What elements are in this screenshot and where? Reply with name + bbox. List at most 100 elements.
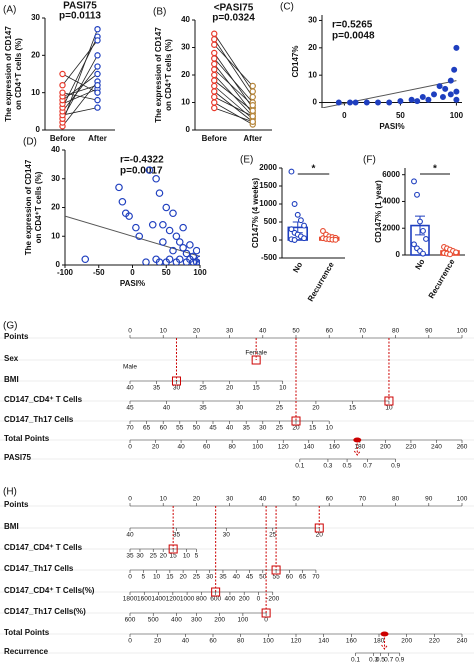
point — [453, 44, 460, 51]
scale-tick-label: 50 — [292, 328, 300, 335]
point — [297, 217, 304, 224]
scale-tick-label: 25 — [193, 574, 201, 581]
panel-label: (H) — [3, 487, 17, 498]
y-tick-label: 2000 — [382, 223, 400, 232]
point — [425, 96, 432, 103]
scale-tick-label: 0 — [257, 596, 261, 603]
scale-tick-label: 220 — [429, 638, 440, 645]
scale-tick-label: 500 — [148, 617, 159, 624]
scale-tick-label: 50 — [292, 496, 300, 503]
scale-tick-label: 40 — [182, 638, 190, 645]
row-label: BMI — [4, 522, 19, 531]
y-tick-label: 10 — [181, 98, 190, 107]
scale-tick-label: 60 — [209, 638, 217, 645]
scale-tick-label: 20 — [292, 425, 300, 432]
scale-tick-label: 400 — [225, 596, 236, 603]
point — [94, 96, 101, 104]
point — [179, 223, 187, 232]
point — [442, 85, 449, 92]
scale-tick-label: 35 — [243, 425, 251, 432]
pair-line — [62, 73, 98, 101]
pair-line — [62, 40, 98, 86]
point — [196, 255, 200, 264]
row-label: Total Points — [4, 434, 50, 443]
pair-line — [213, 39, 254, 98]
point — [453, 88, 460, 95]
scale-tick-label: 0.5 — [376, 657, 385, 664]
selection-marker — [384, 396, 394, 406]
scale-tick-label: 220 — [405, 444, 416, 451]
scale-tick-label: 1000 — [180, 596, 195, 603]
point — [94, 89, 101, 96]
panel-label: (B) — [153, 7, 166, 18]
point — [211, 71, 218, 79]
scale-tick-label: 5 — [195, 553, 199, 560]
point — [211, 77, 218, 84]
scale-tick-label: 45 — [126, 405, 134, 412]
scale-tick-label: 25 — [276, 405, 284, 412]
annotation: r=0.5265 — [332, 20, 373, 31]
x-tick-label: -100 — [57, 268, 74, 277]
row-label: CD147_Th17 Cells(%) — [4, 607, 86, 616]
point — [211, 55, 218, 62]
y-tick-label: 500 — [264, 217, 278, 226]
scale-tick-label: 50 — [193, 425, 201, 432]
point — [145, 166, 154, 174]
selection-marker — [271, 565, 281, 575]
y-axis-label: The expression of CD147 — [4, 26, 13, 122]
scale-tick-label: 35 — [219, 574, 227, 581]
scale-tick-label: 200 — [380, 444, 391, 451]
point — [94, 37, 101, 44]
point — [320, 228, 326, 234]
point — [291, 201, 298, 207]
pair-line — [213, 85, 254, 120]
x-tick-label: Recurrence — [427, 257, 457, 300]
scale-tick-label: 120 — [291, 638, 302, 645]
y-axis-label: on CD4⁺T cells (%) — [34, 171, 43, 243]
scale-tick-label: 60 — [286, 574, 294, 581]
point — [420, 250, 426, 257]
scale-tick-label: 100 — [457, 328, 468, 335]
scale-tick-label: 15 — [349, 405, 357, 412]
scale-tick-label: 20 — [160, 553, 168, 560]
selection-marker — [261, 608, 271, 618]
row-label: CD147_Th17 Cells — [4, 564, 74, 573]
scale-tick-label: 30 — [173, 385, 181, 392]
scale-tick-label: 300 — [191, 617, 202, 624]
scale-tick-label: 35 — [126, 553, 134, 560]
point — [165, 255, 174, 264]
scale-tick-label: 600 — [210, 596, 221, 603]
y-axis-label: CD147% (1 year) — [374, 180, 383, 243]
scale-tick-label: 30 — [136, 553, 144, 560]
y-tick-label: 1500 — [259, 181, 277, 190]
x-tick-label: Recurrence — [306, 260, 336, 303]
selection-marker — [168, 544, 178, 554]
scale-tick-label: 40 — [259, 496, 267, 503]
point — [121, 209, 130, 218]
point — [419, 94, 426, 101]
row-label: Points — [4, 332, 29, 341]
selection-marker — [314, 523, 324, 533]
point — [447, 251, 453, 258]
point — [211, 41, 218, 48]
selection-marker — [171, 376, 181, 386]
scale-tick-label: 40 — [233, 574, 241, 581]
x-tick-label: Before — [50, 134, 76, 143]
scale-tick-label: 80 — [392, 328, 400, 335]
pair-line — [213, 58, 254, 103]
scale-tick-label: 15 — [253, 385, 261, 392]
scale-tick-label: 20 — [180, 574, 188, 581]
scale-tick-label: 140 — [303, 444, 314, 451]
point — [386, 99, 393, 106]
annotation: p=0.0048 — [332, 31, 375, 42]
scale-tick-label: 180 — [374, 638, 385, 645]
point — [375, 99, 382, 106]
scale-tick-label: 30 — [226, 496, 234, 503]
point — [397, 98, 404, 105]
point — [189, 252, 198, 261]
scale-tick-label: 200 — [239, 596, 250, 603]
scale-tick-label: 0 — [128, 574, 132, 581]
pair-line — [62, 73, 98, 94]
row-label: CD147_CD4⁺ T Cells — [4, 543, 83, 552]
